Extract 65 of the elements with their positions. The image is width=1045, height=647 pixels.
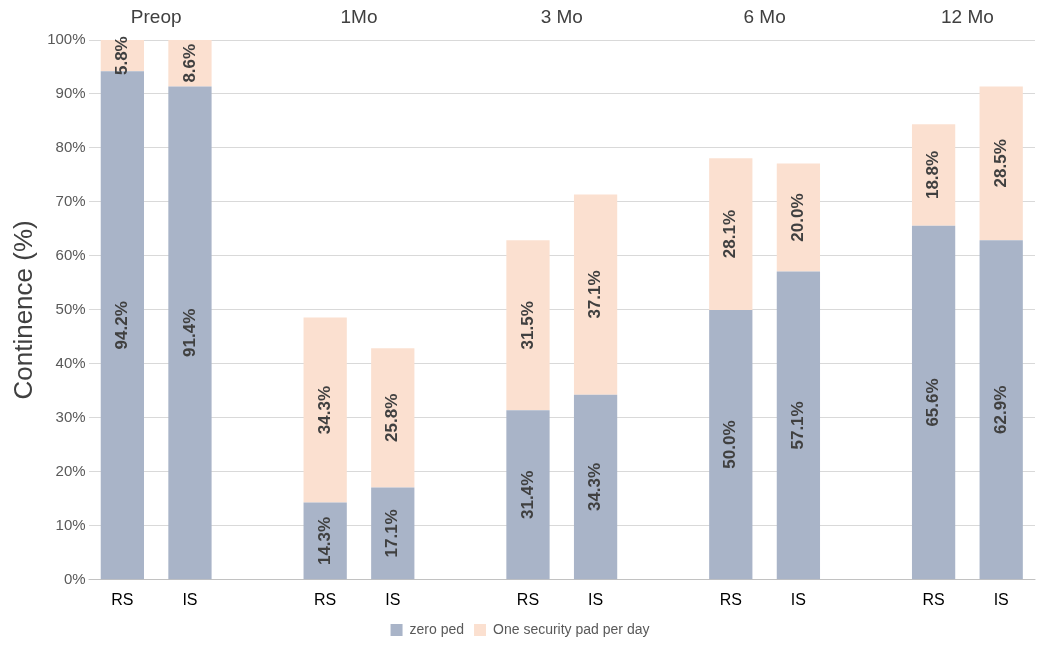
data-label: 28.1% bbox=[720, 209, 740, 259]
bar bbox=[709, 309, 753, 580]
x-tick-label: RS bbox=[516, 590, 540, 608]
data-label: 5.8% bbox=[112, 36, 132, 76]
bar bbox=[506, 410, 550, 580]
bar bbox=[709, 158, 753, 310]
y-tick-label: 80% bbox=[55, 138, 86, 156]
bar bbox=[776, 163, 821, 272]
legend-label: zero ped bbox=[409, 620, 465, 637]
bar bbox=[911, 124, 956, 226]
y-tick-label: 50% bbox=[55, 300, 86, 318]
y-tick-label: 20% bbox=[55, 461, 86, 479]
data-label: 17.1% bbox=[382, 509, 402, 558]
x-tick-label: IS bbox=[993, 590, 1009, 608]
y-axis-title: Continence (%) bbox=[7, 220, 38, 400]
text: 6 Mo bbox=[743, 6, 786, 28]
legend-label: One security pad per day bbox=[493, 620, 650, 637]
x-tick-label: IS bbox=[588, 590, 604, 608]
data-label: 31.5% bbox=[517, 301, 537, 350]
x-tick-label: IS bbox=[182, 590, 198, 608]
bar bbox=[911, 225, 956, 580]
y-tick-label: 10% bbox=[55, 515, 86, 533]
y-tick-label: 30% bbox=[55, 408, 86, 425]
y-tick-label: 40% bbox=[55, 354, 86, 372]
y-tick-label: 0% bbox=[63, 569, 86, 587]
x-tick-label: RS bbox=[314, 590, 337, 608]
bar bbox=[776, 271, 821, 580]
bar bbox=[371, 348, 415, 488]
y-tick-label: 90% bbox=[55, 84, 86, 102]
bar bbox=[573, 194, 618, 395]
bar bbox=[979, 86, 1023, 241]
x-tick-label: IS bbox=[790, 590, 806, 608]
data-label: 65.6% bbox=[923, 378, 943, 427]
x-tick-label: RS bbox=[719, 590, 742, 608]
x-tick-label: RS bbox=[111, 590, 134, 608]
bar bbox=[979, 240, 1023, 580]
data-label: 50.0% bbox=[720, 420, 740, 469]
text: 1Mo bbox=[340, 6, 378, 28]
text: Preop bbox=[130, 6, 182, 28]
y-tick-label: 60% bbox=[55, 246, 86, 264]
data-label: 8.6% bbox=[179, 43, 199, 83]
data-label: 34.3% bbox=[314, 385, 334, 435]
x-tick-label: IS bbox=[385, 590, 401, 608]
data-label: 28.5% bbox=[990, 139, 1010, 188]
data-label: 62.9% bbox=[990, 385, 1010, 434]
data-label: 14.3% bbox=[314, 516, 334, 566]
data-label: 91.4% bbox=[179, 308, 199, 357]
data-label: 57.1% bbox=[788, 401, 808, 450]
bar bbox=[303, 317, 347, 503]
x-tick-label: RS bbox=[922, 590, 945, 608]
text: 12 Mo bbox=[940, 6, 994, 28]
y-tick-label: 100% bbox=[47, 30, 86, 48]
data-label: 31.4% bbox=[517, 470, 537, 519]
y-tick-label: 70% bbox=[55, 192, 86, 210]
data-label: 34.3% bbox=[585, 462, 605, 512]
text: 3 Mo bbox=[540, 6, 583, 28]
data-label: 25.8% bbox=[382, 393, 402, 442]
bar bbox=[168, 86, 212, 580]
bar bbox=[371, 487, 415, 580]
data-label: 37.1% bbox=[585, 270, 605, 319]
data-label: 18.8% bbox=[923, 150, 943, 200]
bar bbox=[573, 394, 618, 580]
data-label: 94.2% bbox=[112, 301, 132, 350]
bar bbox=[506, 240, 550, 411]
data-label: 20.0% bbox=[788, 193, 808, 242]
